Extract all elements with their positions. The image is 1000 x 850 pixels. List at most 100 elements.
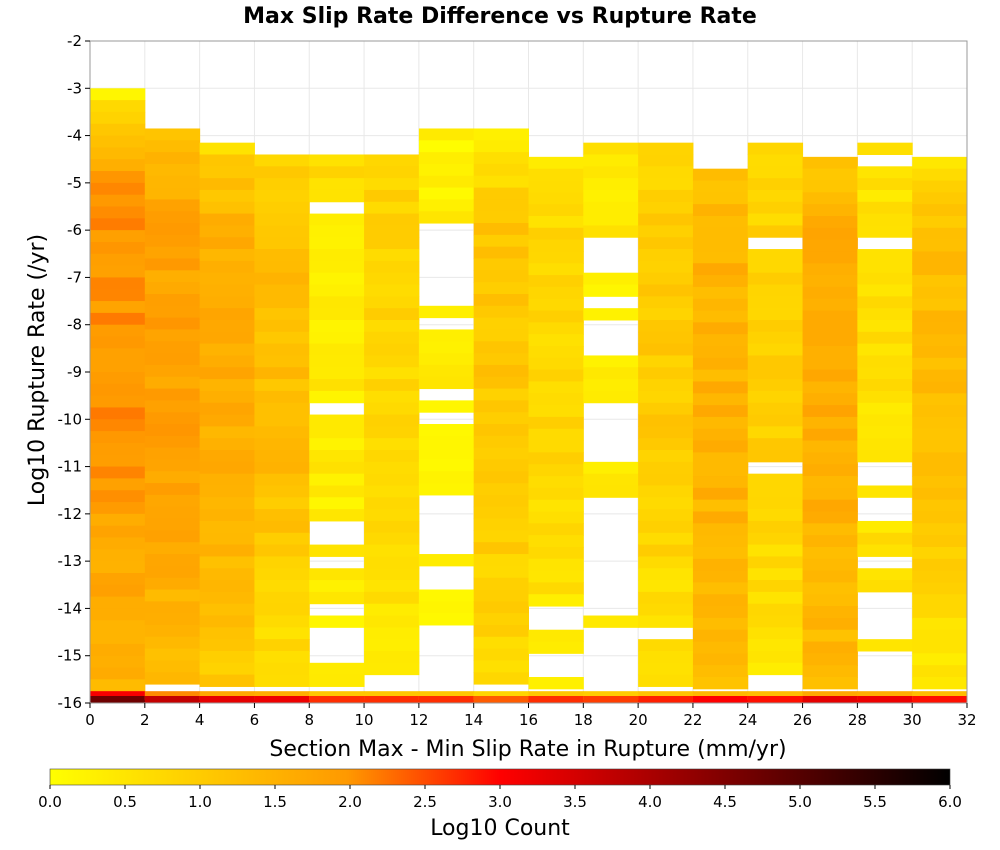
heatmap-cell (857, 343, 913, 356)
heatmap-cell (528, 464, 584, 477)
heatmap-cell (802, 168, 858, 181)
heatmap-cell (144, 140, 201, 153)
heatmap-cell (199, 379, 255, 392)
heatmap-cell (254, 308, 310, 321)
heatmap-cell (199, 355, 255, 368)
y-tick-label: -12 (58, 505, 83, 523)
heatmap-cell (309, 485, 365, 498)
x-tick-label: 14 (464, 711, 483, 729)
heatmap-cell (528, 676, 584, 690)
heatmap-cell (254, 367, 310, 380)
heatmap-cell (364, 402, 420, 416)
heatmap-cell (912, 653, 968, 666)
heatmap-cell (857, 331, 913, 345)
heatmap-cell (364, 461, 420, 475)
heatmap-cell-bottom (144, 696, 201, 703)
heatmap-cell (418, 305, 475, 319)
heatmap-cell (747, 544, 804, 557)
heatmap-cell (364, 319, 420, 333)
heatmap-cell (912, 464, 968, 477)
heatmap-cell (473, 459, 529, 472)
heatmap-cell (638, 343, 694, 356)
heatmap-cell (309, 414, 365, 427)
heatmap-cell (364, 532, 420, 546)
heatmap-cell (199, 319, 255, 333)
heatmap-cell (199, 284, 255, 297)
heatmap-cell (747, 438, 804, 451)
heatmap-cell (528, 452, 584, 465)
heatmap-cell (364, 260, 420, 274)
heatmap-cell (802, 405, 858, 418)
heatmap-cell (473, 554, 529, 567)
heatmap-cell (692, 263, 749, 276)
x-tick-label: 16 (519, 711, 538, 729)
heatmap-cell (857, 450, 913, 463)
heatmap-cell-bottom (418, 696, 475, 703)
heatmap-cell (857, 201, 913, 215)
heatmap-cell (473, 223, 529, 236)
heatmap-cell (802, 204, 858, 217)
heatmap-cell (747, 319, 804, 333)
heatmap-cell (692, 487, 749, 501)
heatmap-cell-bottom (638, 696, 694, 703)
heatmap-cell (418, 175, 475, 189)
heatmap-cell (309, 308, 365, 321)
heatmap-cell (199, 414, 255, 427)
heatmap-cell (254, 438, 310, 451)
heatmap-cell (747, 603, 804, 617)
heatmap-cell (144, 613, 201, 626)
heatmap-cell (747, 284, 804, 297)
heatmap-cell (912, 381, 968, 394)
heatmap-cell (309, 674, 365, 687)
heatmap-cell (747, 450, 804, 463)
heatmap-cell (473, 128, 529, 141)
heatmap-cell (473, 163, 529, 177)
heatmap-cell (254, 414, 310, 427)
heatmap-cell (692, 617, 749, 631)
heatmap-cell (912, 405, 968, 418)
heatmap-cell (418, 483, 475, 496)
heatmap-cell (528, 476, 584, 489)
heatmap-cell-bottom (199, 696, 255, 703)
heatmap-cell (144, 246, 201, 260)
heatmap-cell (254, 497, 310, 510)
heatmap-cell (912, 357, 968, 371)
heatmap-cell (144, 483, 201, 496)
heatmap-cell-baseline (144, 691, 201, 700)
heatmap-cell (90, 100, 146, 113)
heatmap-cell (90, 431, 146, 444)
heatmap-cell (528, 511, 584, 524)
heatmap-cell (90, 135, 146, 148)
heatmap-cell (857, 379, 913, 392)
y-axis: -2 -3 -4 -5 -6 -7 -8 -9 -10 -11 -12 -13 -14 -15 -16 (58, 32, 90, 712)
heatmap-cell (254, 485, 310, 498)
heatmap-cell (90, 632, 146, 645)
heatmap-cell (692, 499, 749, 512)
heatmap-cell (418, 376, 475, 390)
heatmap-cell (309, 461, 365, 475)
heatmap-cell (857, 367, 913, 380)
heatmap-cell (90, 478, 146, 491)
heatmap-cell (90, 218, 146, 231)
x-tick-label: 30 (903, 711, 922, 729)
heatmap-cell (144, 329, 201, 342)
heatmap-cell (638, 438, 694, 451)
heatmap-cell (364, 296, 420, 309)
heatmap-cell (528, 251, 584, 264)
heatmap-cell (802, 464, 858, 477)
heatmap-cell (364, 639, 420, 652)
heatmap-cell (144, 152, 201, 165)
heatmap-cell (912, 168, 968, 181)
heatmap-cell (364, 367, 420, 380)
heatmap-cell (528, 381, 584, 394)
heatmap-cell (912, 298, 968, 312)
heatmap-cell (802, 215, 858, 229)
heatmap-cell (583, 485, 639, 498)
heatmap-cell (309, 438, 365, 451)
heatmap-cell (857, 142, 913, 155)
y-tick-label: -14 (58, 599, 83, 617)
heatmap-cell (90, 620, 146, 633)
heatmap-cell (364, 485, 420, 498)
heatmap-cell (418, 589, 475, 602)
heatmap-cell (199, 450, 255, 463)
